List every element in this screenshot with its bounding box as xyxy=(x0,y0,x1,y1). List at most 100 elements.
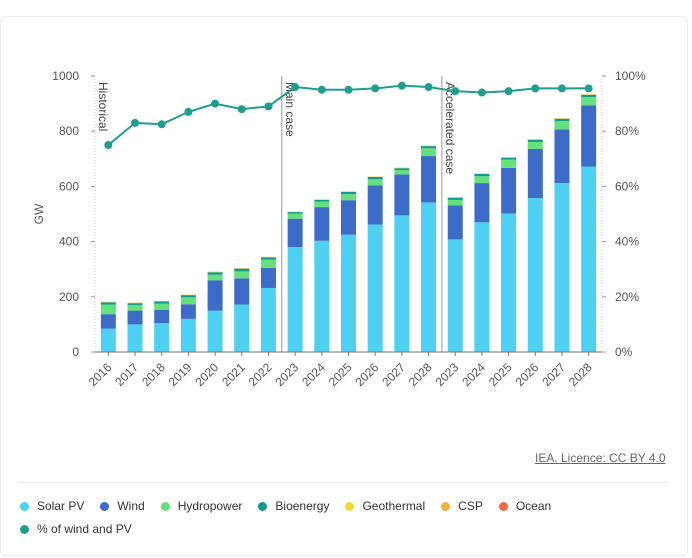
bar-segment-bioenergy xyxy=(180,295,196,298)
x-tick-label: 2024 xyxy=(299,360,328,389)
y2-tick-label: 60% xyxy=(615,179,639,193)
legend-label: Geothermal xyxy=(362,499,426,513)
legend-label: CSP xyxy=(458,499,483,513)
bar-segment-solar-pv xyxy=(207,310,223,352)
y2-tick-label: 80% xyxy=(615,124,639,138)
bar-segment-solar-pv xyxy=(394,215,410,352)
share-line-point xyxy=(557,84,566,93)
y-tick-label: 0 xyxy=(72,345,79,359)
bar-segment-wind xyxy=(127,310,143,325)
share-line-point xyxy=(397,81,406,90)
bar-segment-hydropower xyxy=(207,274,223,281)
share-line-point xyxy=(104,141,113,149)
bar-segment-solar-pv xyxy=(341,234,356,352)
section-label: Main case xyxy=(283,82,297,137)
legend-item-share-wind-pv[interactable]: % of wind and PV xyxy=(20,522,132,536)
legend-item-wind[interactable]: Wind xyxy=(100,499,145,513)
x-tick-label: 2027 xyxy=(379,360,408,389)
legend-label: Solar PV xyxy=(37,499,85,513)
bar-segment-solar-pv xyxy=(100,328,116,352)
share-line-point xyxy=(211,99,220,108)
hydropower-dot-icon xyxy=(160,501,170,511)
bar-segment-solar-pv xyxy=(127,324,143,352)
x-tick-label: 2017 xyxy=(112,360,141,389)
bar-segment-solar-pv xyxy=(367,224,383,352)
y-tick-label: 200 xyxy=(59,290,79,304)
bar-segment-bioenergy xyxy=(341,191,356,195)
x-tick-label: 2022 xyxy=(246,360,275,389)
bar-segment-bioenergy xyxy=(100,302,116,305)
x-tick-label: 2021 xyxy=(219,360,248,389)
x-tick-label: 2025 xyxy=(486,360,515,389)
share-line-point xyxy=(531,84,540,93)
legend-item-ocean[interactable]: Ocean xyxy=(498,499,551,513)
bar-segment-solar-pv xyxy=(421,202,437,352)
bioenergy-dot-icon xyxy=(258,501,268,511)
share-line-point xyxy=(184,107,193,116)
bar-segment-bioenergy xyxy=(207,272,223,275)
bar-segment-bioenergy xyxy=(287,212,303,214)
x-tick-label: 2020 xyxy=(192,360,221,389)
bar-segment-hydropower xyxy=(501,159,517,168)
y-tick-label: 600 xyxy=(59,179,79,193)
share-line-point xyxy=(157,120,166,129)
share-line-point xyxy=(344,85,353,94)
legend-item-hydropower[interactable]: Hydropower xyxy=(160,499,243,513)
bar-segment-wind xyxy=(447,205,463,240)
bar-segment-hydropower xyxy=(341,194,356,201)
bar-segment-wind xyxy=(180,304,196,319)
bar-segment-wind xyxy=(501,167,517,214)
wind-dot-icon xyxy=(100,501,110,511)
bar-segment-bioenergy xyxy=(474,173,490,177)
bar-segment-bioenergy xyxy=(581,94,597,97)
share-line-point xyxy=(424,83,433,92)
y-axis-title: GW xyxy=(32,203,46,224)
bar-segment-wind xyxy=(581,105,597,167)
legend-item-geothermal[interactable]: Geothermal xyxy=(345,499,425,513)
legend-label: Wind xyxy=(117,499,145,513)
bar-segment-hydropower xyxy=(581,96,597,106)
bar-segment-solar-pv xyxy=(447,239,463,352)
bar-segment-bioenergy xyxy=(394,168,410,171)
bar-segment-wind xyxy=(234,278,250,305)
legend-label: Hydropower xyxy=(177,499,243,513)
x-tick-label: 2026 xyxy=(513,360,542,389)
licence-link[interactable]: IEA. Licence: CC BY 4.0 xyxy=(535,451,666,465)
bar-segment-hydropower xyxy=(554,120,570,130)
legend-item-csp[interactable]: CSP xyxy=(441,499,483,513)
bar-segment-bioenergy xyxy=(260,257,276,260)
bar-segment-hydropower xyxy=(394,170,410,175)
x-tick-label: 2023 xyxy=(433,360,462,389)
bar-segment-solar-pv xyxy=(474,222,490,352)
bar-segment-bioenergy xyxy=(527,139,543,142)
bar-segment-wind xyxy=(421,156,437,203)
bar-segment-solar-pv xyxy=(287,247,303,352)
legend-label: Bioenergy xyxy=(275,499,330,513)
bar-segment-hydropower xyxy=(127,305,143,311)
legend-item-bioenergy[interactable]: Bioenergy xyxy=(258,499,329,513)
bar-segment-hydropower xyxy=(100,304,116,315)
chart-card xyxy=(0,16,688,556)
bar-segment-wind xyxy=(394,174,410,216)
share-line-point xyxy=(477,88,486,97)
bar-segment-hydropower xyxy=(154,303,170,310)
csp-dot-icon xyxy=(441,501,451,511)
bar-segment-bioenergy xyxy=(367,177,383,180)
bar-segment-bioenergy xyxy=(554,118,570,121)
section-label: Historical xyxy=(96,82,110,131)
bar-segment-bioenergy xyxy=(447,197,463,200)
bar-segment-wind xyxy=(474,183,490,223)
y-tick-label: 800 xyxy=(59,124,79,138)
bar-segment-bioenergy xyxy=(501,157,517,160)
bar-segment-solar-pv xyxy=(260,287,276,352)
legend-item-solar-pv[interactable]: Solar PV xyxy=(20,499,84,513)
share-line-point xyxy=(317,85,326,94)
bar-segment-hydropower xyxy=(260,259,276,268)
y2-tick-label: 40% xyxy=(615,235,639,249)
y-tick-label: 400 xyxy=(59,235,79,249)
bar-segment-hydropower xyxy=(287,213,303,219)
share-line-point xyxy=(264,102,273,111)
x-tick-label: 2016 xyxy=(86,360,115,389)
legend-divider xyxy=(18,482,668,483)
bar-segment-wind xyxy=(100,314,116,329)
